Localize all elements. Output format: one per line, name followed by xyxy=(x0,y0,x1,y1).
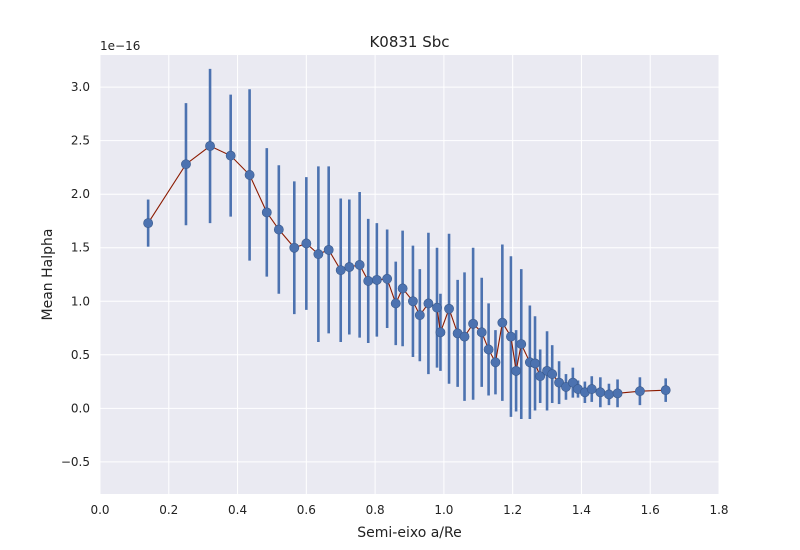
x-tick-label: 0.6 xyxy=(297,503,316,517)
data-point xyxy=(516,339,527,349)
x-tick-label: 1.6 xyxy=(641,503,660,517)
y-tick-label: 0.0 xyxy=(71,401,90,415)
data-point xyxy=(595,387,606,398)
data-point xyxy=(225,150,236,161)
y-tick-labels: −0.5 0.0 0.5 1.0 1.5 2.0 2.5 3.0 xyxy=(61,80,90,469)
data-point xyxy=(261,207,272,218)
data-point xyxy=(635,386,645,397)
data-point xyxy=(511,365,522,376)
data-point xyxy=(586,384,597,394)
x-tick-label: 0.2 xyxy=(159,503,178,517)
data-point xyxy=(354,259,365,270)
data-point xyxy=(432,302,442,313)
data-point xyxy=(181,159,191,170)
data-point xyxy=(205,141,215,151)
data-point xyxy=(612,388,623,399)
data-point xyxy=(363,276,374,286)
data-point xyxy=(476,327,487,338)
data-point xyxy=(244,170,255,180)
y-tick-label: −0.5 xyxy=(61,455,90,469)
data-point xyxy=(535,371,546,382)
x-tick-label: 0.8 xyxy=(366,503,385,517)
plot-background xyxy=(100,55,719,494)
y-tick-label: 2.0 xyxy=(71,187,90,201)
data-point xyxy=(459,331,470,342)
data-point xyxy=(435,327,446,338)
data-point xyxy=(382,273,393,284)
data-markers xyxy=(143,141,671,400)
data-point xyxy=(344,262,355,272)
data-point xyxy=(289,242,300,253)
data-point xyxy=(483,344,494,355)
y-axis-label: Mean Halpha xyxy=(40,229,56,321)
x-axis-label: Semi-eixo a/Re xyxy=(357,525,461,541)
data-point xyxy=(323,244,334,255)
x-tick-label: 1.0 xyxy=(434,503,453,517)
data-point xyxy=(414,310,425,321)
data-point xyxy=(604,389,614,400)
data-point xyxy=(408,296,418,307)
data-point xyxy=(490,357,501,368)
data-point xyxy=(313,249,324,260)
x-tick-labels: 0.0 0.2 0.4 0.6 0.8 1.0 1.2 1.4 1.6 1.8 xyxy=(90,503,728,517)
y-tick-label: 3.0 xyxy=(71,80,90,94)
y-tick-label: 2.5 xyxy=(71,134,90,148)
data-point xyxy=(301,238,312,249)
y-tick-label: 1.0 xyxy=(71,294,90,308)
data-point xyxy=(567,377,578,388)
data-point xyxy=(273,224,284,235)
y-tick-label: 1.5 xyxy=(71,241,90,255)
x-tick-label: 1.2 xyxy=(503,503,522,517)
data-point xyxy=(497,317,508,328)
data-point xyxy=(444,303,454,314)
data-point xyxy=(371,274,382,285)
x-tick-label: 1.8 xyxy=(709,503,728,517)
data-point xyxy=(397,283,408,294)
y-offset-label: 1e−16 xyxy=(100,39,140,53)
data-point xyxy=(547,369,558,379)
data-point xyxy=(423,298,434,309)
data-point xyxy=(390,298,401,309)
data-point xyxy=(660,385,671,396)
x-tick-label: 0.0 xyxy=(90,503,109,517)
data-point xyxy=(530,358,540,369)
x-tick-label: 0.4 xyxy=(228,503,247,517)
chart-title: K0831 Sbc xyxy=(369,33,449,51)
data-point xyxy=(468,318,479,329)
data-point xyxy=(335,265,346,276)
x-tick-label: 1.4 xyxy=(572,503,591,517)
data-point xyxy=(143,218,154,229)
y-tick-label: 0.5 xyxy=(71,348,90,362)
data-point xyxy=(506,331,516,342)
